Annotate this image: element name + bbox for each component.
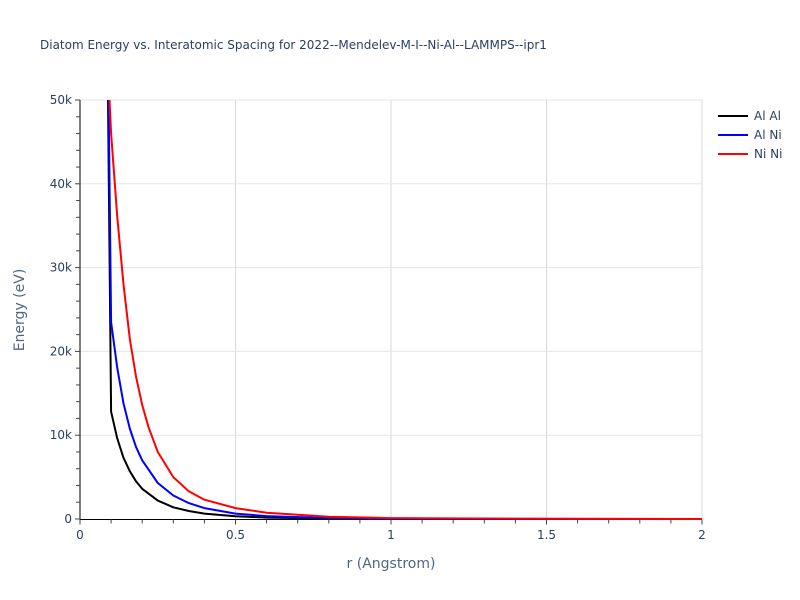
x-axis-title: r (Angstrom): [347, 556, 436, 572]
x-tick-label: 0: [76, 528, 84, 542]
legend-label: Ni Ni: [754, 146, 783, 161]
legend-line-swatch-icon: [718, 114, 748, 117]
y-tick-label: 30k: [50, 261, 72, 275]
legend-item-al-al[interactable]: Al Al: [718, 106, 782, 125]
x-tick-label: 1: [387, 528, 395, 542]
legend-line-swatch-icon: [718, 133, 748, 136]
y-tick-label: 40k: [50, 177, 72, 191]
axes: 0 0.5 1 1.5 2 0 10k 20k 30k 40k 50k: [50, 93, 706, 542]
series-line-ni-ni[interactable]: [108, 100, 703, 520]
x-tick-label: 0.5: [226, 528, 245, 542]
series-line-al-ni[interactable]: [107, 100, 702, 520]
y-tick-label: 20k: [50, 344, 72, 358]
legend-label: Al Al: [754, 108, 781, 123]
data-series: [107, 100, 703, 520]
legend-label: Al Ni: [754, 127, 782, 142]
legend: Al Al Al Ni Ni Ni: [718, 106, 782, 163]
grid-lines: [80, 99, 703, 519]
y-tick-label: 50k: [50, 93, 72, 107]
y-tick-label: 0: [64, 512, 72, 526]
legend-item-al-ni[interactable]: Al Ni: [718, 125, 782, 144]
legend-line-swatch-icon: [718, 152, 748, 155]
x-tick-label: 2: [698, 528, 706, 542]
chart-title: Diatom Energy vs. Interatomic Spacing fo…: [40, 38, 547, 52]
y-axis-title: Energy (eV): [12, 269, 28, 352]
series-line-al-al[interactable]: [107, 100, 702, 520]
y-tick-label: 10k: [50, 428, 72, 442]
x-tick-label: 1.5: [537, 528, 556, 542]
legend-item-ni-ni[interactable]: Ni Ni: [718, 144, 782, 163]
